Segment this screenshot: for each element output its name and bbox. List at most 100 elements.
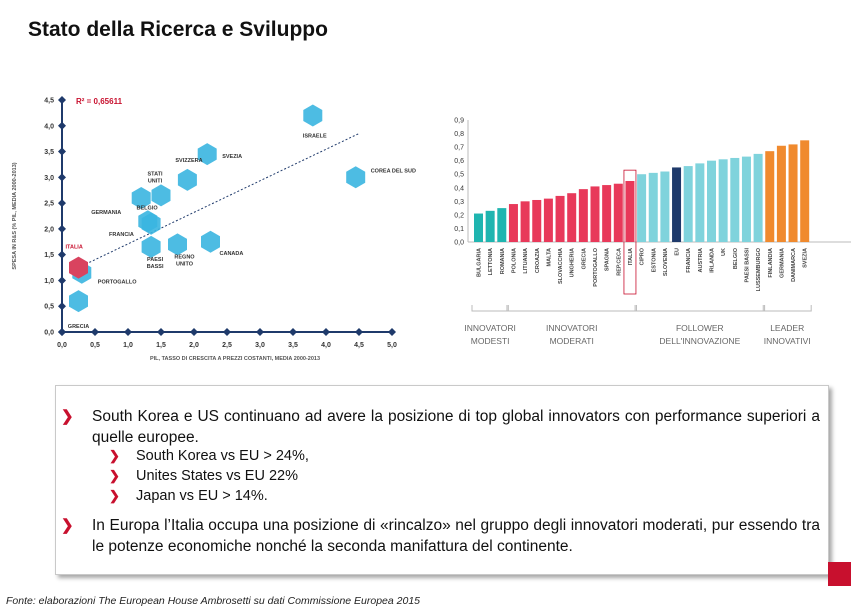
y-tick-label: 0,5	[44, 304, 54, 311]
x-tick-label: 4,5	[354, 342, 364, 349]
x-tick-label: 2,5	[222, 342, 232, 349]
x-tick-marker	[355, 328, 363, 336]
bar	[753, 153, 763, 242]
summary-paragraph-2: In Europa l’Italia occupa una posizione …	[92, 517, 820, 555]
category-label: BULGARIA	[477, 248, 483, 277]
category-label: CROAZIA	[535, 248, 541, 273]
y-tick-label: 1,5	[44, 252, 54, 259]
summary-paragraph-1: South Korea e US continuano ad avere la …	[92, 408, 820, 446]
point-label: PAESI	[147, 257, 164, 263]
group-label: INNOVATORI	[546, 323, 597, 333]
y-tick-label: 2,0	[44, 226, 54, 233]
bar	[776, 145, 786, 242]
category-label: IRLANDA	[710, 248, 716, 273]
bar	[637, 174, 647, 242]
y-tick-label: 4,5	[44, 98, 54, 105]
data-point-highlight	[69, 256, 88, 279]
x-tick-marker	[223, 328, 231, 336]
group-label: DELL'INNOVAZIONE	[659, 336, 740, 346]
category-label: GRECIA	[581, 248, 587, 269]
bar	[497, 208, 507, 242]
bullet-icon: ❯	[61, 517, 74, 534]
y-tick-label: 3,5	[44, 149, 54, 156]
bar	[707, 160, 716, 242]
bar	[625, 181, 635, 242]
sub-point-us: Unites States vs EU 22%	[136, 468, 298, 484]
x-tick-label: 3,0	[255, 342, 265, 349]
x-tick-label: 4,0	[321, 342, 331, 349]
y-tick-label: 0,0	[454, 240, 464, 247]
y-tick-label: 0,1	[454, 226, 464, 233]
scatter-chart: 0,0 0,5 1,0 1,5 2,0 2,5 3,0 3,5 4,0 4,5 5,0 0,0 0,5 1…	[12, 96, 416, 362]
category-label: ITALIA	[628, 248, 634, 265]
category-label: EU	[675, 248, 681, 256]
y-tick-marker	[58, 250, 66, 259]
bar	[672, 167, 682, 242]
summary-box: ❯ South Korea e US continuano ad avere l…	[55, 385, 829, 575]
y-tick-label: 0,0	[44, 330, 54, 337]
data-point	[138, 210, 158, 233]
bar	[590, 186, 600, 242]
x-tick-marker	[91, 328, 99, 336]
data-point	[141, 235, 161, 258]
point-label: CANADA	[220, 251, 244, 257]
y-tick-label: 0,4	[454, 185, 464, 192]
y-tick-label: 1,0	[44, 278, 54, 285]
sub-point-japan: Japan vs EU > 14%.	[136, 488, 268, 504]
point-label: SVEZIA	[222, 154, 242, 160]
category-label: UNGHERIA	[570, 248, 576, 277]
point-label: PORTOGALLO	[98, 280, 137, 286]
category-label: LUSSEMBURGO	[756, 247, 762, 291]
x-tick-label: 1,5	[156, 342, 166, 349]
group-bracket	[762, 305, 812, 312]
category-label: PORTOGALLO	[593, 247, 599, 286]
x-tick-label: 0,0	[57, 342, 67, 349]
source-note: Fonte: elaborazioni The European House A…	[6, 595, 421, 607]
data-point	[69, 290, 88, 313]
bar	[613, 183, 623, 242]
group-label: LEADER	[770, 323, 804, 333]
y-tick-label: 0,3	[454, 199, 464, 206]
x-axis-title: PIL, TASSO DI CRESCITA A PREZZI COSTANTI…	[150, 356, 320, 362]
point-label: FRANCIA	[109, 232, 134, 238]
y-tick-label: 2,5	[44, 201, 54, 208]
category-label: FRANCIA	[686, 248, 692, 273]
y-tick-marker	[58, 96, 66, 104]
group-label: MODESTI	[471, 336, 510, 346]
group-bracket	[471, 305, 509, 312]
point-label: BELGIO	[137, 206, 159, 212]
bullet-icon: ❯	[61, 408, 74, 425]
y-tick-marker	[58, 302, 66, 311]
y-tick-label: 0,7	[454, 145, 464, 152]
data-point	[346, 166, 366, 189]
point-label: REGNO	[174, 254, 195, 260]
category-label: ROMANIA	[500, 248, 506, 274]
point-label: COREA DEL SUD	[371, 168, 416, 174]
category-label: LETTONIA	[488, 248, 494, 275]
x-tick-marker	[124, 328, 132, 336]
point-label: GERMANIA	[91, 210, 121, 216]
y-tick-label: 0,2	[454, 212, 464, 219]
point-label: GRECIA	[68, 324, 89, 330]
point-label: ISRAELE	[303, 133, 327, 139]
category-label: MALTA	[546, 248, 552, 266]
category-label: REP.CECA	[616, 248, 622, 276]
page-title: Stato della Ricerca e Sviluppo	[28, 18, 328, 41]
brand-mark	[828, 562, 851, 586]
group-bracket	[506, 305, 637, 312]
sub-bullet-icon: ❯	[109, 468, 120, 483]
point-label: BASSI	[147, 264, 164, 270]
x-tick-marker	[388, 328, 396, 336]
y-tick-label: 0,5	[454, 172, 464, 179]
x-tick-label: 1,0	[123, 342, 133, 349]
bar	[532, 199, 542, 242]
bar	[730, 157, 740, 242]
y-tick-marker	[58, 276, 66, 285]
category-label: FINLANDIA	[768, 248, 774, 278]
category-label: SLOVENIA	[663, 248, 669, 276]
point-label: SVIZZERA	[175, 158, 202, 164]
bar	[508, 204, 518, 242]
r-squared-label: R² = 0,65611	[76, 97, 123, 106]
category-label: BELGIO	[733, 247, 739, 269]
x-tick-marker	[190, 328, 198, 336]
